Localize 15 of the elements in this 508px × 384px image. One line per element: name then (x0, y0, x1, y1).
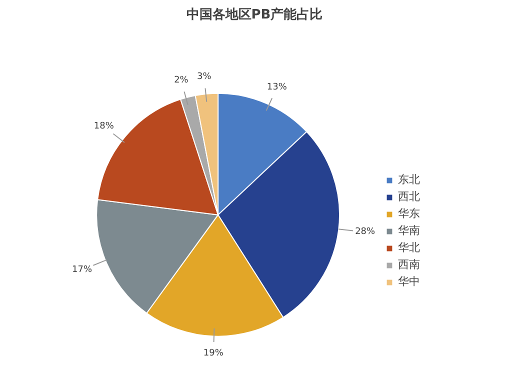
data-label: 17% (72, 264, 93, 275)
legend-label: 西南 (398, 257, 420, 272)
chart-title: 中国各地区PB产能占比 (186, 6, 323, 22)
legend-label: 西北 (398, 189, 420, 204)
legend-label: 东北 (398, 172, 420, 187)
data-label: 28% (355, 227, 376, 238)
legend-label: 华北 (398, 240, 420, 255)
legend-label: 华南 (398, 223, 420, 238)
data-label: 2% (174, 76, 189, 86)
legend-label: 华中 (398, 274, 420, 289)
data-label: 19% (203, 348, 224, 358)
data-label: 3% (196, 72, 212, 82)
data-label: 18% (94, 122, 114, 132)
legend-label: 华东 (398, 206, 420, 221)
data-label: 13% (266, 82, 288, 93)
